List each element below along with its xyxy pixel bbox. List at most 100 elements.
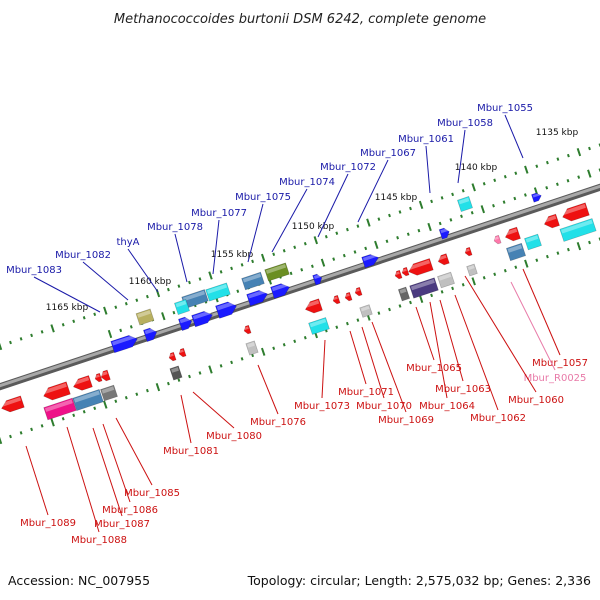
leader-line bbox=[425, 145, 431, 194]
scale-tick bbox=[61, 323, 65, 327]
leader-line bbox=[321, 339, 326, 399]
scale-tick bbox=[219, 270, 223, 274]
scale-tick bbox=[598, 168, 600, 172]
leader-line bbox=[271, 188, 308, 253]
scale-tick bbox=[289, 271, 293, 276]
scale-tick bbox=[398, 210, 402, 214]
scale-tick bbox=[556, 157, 560, 161]
scale-label: 1140 kbp bbox=[455, 163, 498, 173]
gene-label: Mbur_1078 bbox=[147, 222, 203, 233]
gene-feature bbox=[308, 317, 330, 335]
gene-label: Mbur_1073 bbox=[294, 401, 350, 412]
scale-tick bbox=[50, 418, 55, 427]
gene-label: Mbur_1071 bbox=[338, 387, 394, 398]
gene-feature bbox=[332, 294, 341, 305]
scale-tick bbox=[145, 388, 149, 393]
scale-tick bbox=[535, 258, 539, 262]
scale-tick bbox=[493, 178, 497, 183]
scale-tick bbox=[451, 286, 455, 291]
leader-line bbox=[102, 423, 131, 503]
gene-feature bbox=[464, 246, 473, 257]
gene-label: Mbur_1067 bbox=[360, 148, 416, 159]
scale-tick bbox=[577, 175, 581, 179]
scale-tick bbox=[588, 240, 591, 245]
scale-tick bbox=[470, 211, 474, 215]
gene-feature bbox=[397, 286, 411, 302]
scale-tick bbox=[430, 199, 434, 204]
leader-line bbox=[357, 159, 389, 223]
scale-tick bbox=[40, 330, 44, 334]
scale-tick bbox=[482, 276, 486, 280]
scale-tick bbox=[533, 187, 539, 196]
scale-tick bbox=[503, 268, 507, 273]
leader-line bbox=[127, 248, 159, 293]
gene-label: Mbur_1074 bbox=[279, 177, 335, 188]
gene-label: Mbur_1077 bbox=[191, 208, 247, 219]
scale-tick bbox=[177, 284, 181, 288]
scale-tick bbox=[188, 374, 191, 379]
gene-feature bbox=[168, 351, 177, 362]
scale-tick bbox=[335, 325, 339, 329]
gene-feature bbox=[354, 286, 363, 297]
scale-tick bbox=[417, 228, 421, 233]
gene-label: Mbur_1060 bbox=[508, 395, 564, 406]
scale-tick bbox=[236, 289, 240, 293]
scale-tick bbox=[396, 235, 400, 240]
gene-feature bbox=[72, 389, 104, 411]
scale-tick bbox=[300, 268, 304, 272]
gene-feature bbox=[245, 340, 259, 356]
leader-line bbox=[317, 173, 349, 238]
gene-label: Mbur_1076 bbox=[250, 417, 306, 428]
scale-tick bbox=[198, 277, 202, 281]
scale-tick bbox=[430, 293, 434, 298]
scale-tick bbox=[588, 146, 591, 151]
scale-tick bbox=[260, 347, 266, 356]
scale-tick bbox=[72, 319, 76, 324]
gene-label: Mbur_1061 bbox=[398, 134, 454, 145]
map-title: Methanococcoides burtonii DSM 6242, comp… bbox=[114, 12, 486, 27]
scale-tick bbox=[303, 241, 307, 246]
outer-tick-track bbox=[0, 143, 600, 351]
leader-line bbox=[212, 219, 220, 275]
gene-feature bbox=[344, 291, 353, 302]
leader-line bbox=[257, 364, 279, 415]
leader-line bbox=[454, 294, 499, 411]
leader-line bbox=[92, 427, 123, 517]
scale-tick bbox=[0, 341, 3, 351]
scale-tick bbox=[177, 378, 181, 382]
scale-tick bbox=[293, 245, 297, 250]
scale-tick bbox=[388, 213, 391, 218]
scale-tick bbox=[166, 381, 170, 386]
leader-line bbox=[371, 321, 407, 413]
gene-label: Mbur_1089 bbox=[20, 518, 76, 529]
scale-tick bbox=[342, 253, 346, 258]
gene-feature bbox=[246, 289, 268, 307]
scale-tick bbox=[129, 325, 133, 329]
scale-tick bbox=[161, 312, 166, 321]
gene-label: Mbur_1057 bbox=[532, 358, 588, 369]
scale-tick bbox=[30, 333, 34, 338]
scale-tick bbox=[471, 277, 476, 286]
scale-tick bbox=[398, 304, 402, 308]
scale-label: 1155 kbp bbox=[211, 250, 254, 260]
scale-tick bbox=[93, 406, 97, 411]
leader-line bbox=[247, 203, 264, 263]
scale-tick bbox=[19, 431, 23, 435]
gene-feature bbox=[493, 234, 502, 245]
scale-tick bbox=[230, 266, 234, 271]
scale-tick bbox=[566, 178, 570, 183]
scale-tick bbox=[587, 169, 592, 178]
leader-line bbox=[522, 268, 561, 356]
gene-label: Mbur_1085 bbox=[124, 488, 180, 499]
scale-tick bbox=[82, 316, 86, 320]
scale-tick bbox=[555, 182, 559, 187]
gene-feature bbox=[270, 282, 290, 299]
scale-tick bbox=[598, 237, 600, 241]
gene-feature bbox=[524, 233, 542, 251]
scale-tick bbox=[438, 221, 442, 226]
scale-tick bbox=[40, 424, 44, 428]
scale-tick bbox=[418, 200, 424, 210]
gene-feature bbox=[143, 327, 158, 342]
gene-feature bbox=[0, 395, 25, 413]
scale-tick bbox=[427, 222, 432, 232]
